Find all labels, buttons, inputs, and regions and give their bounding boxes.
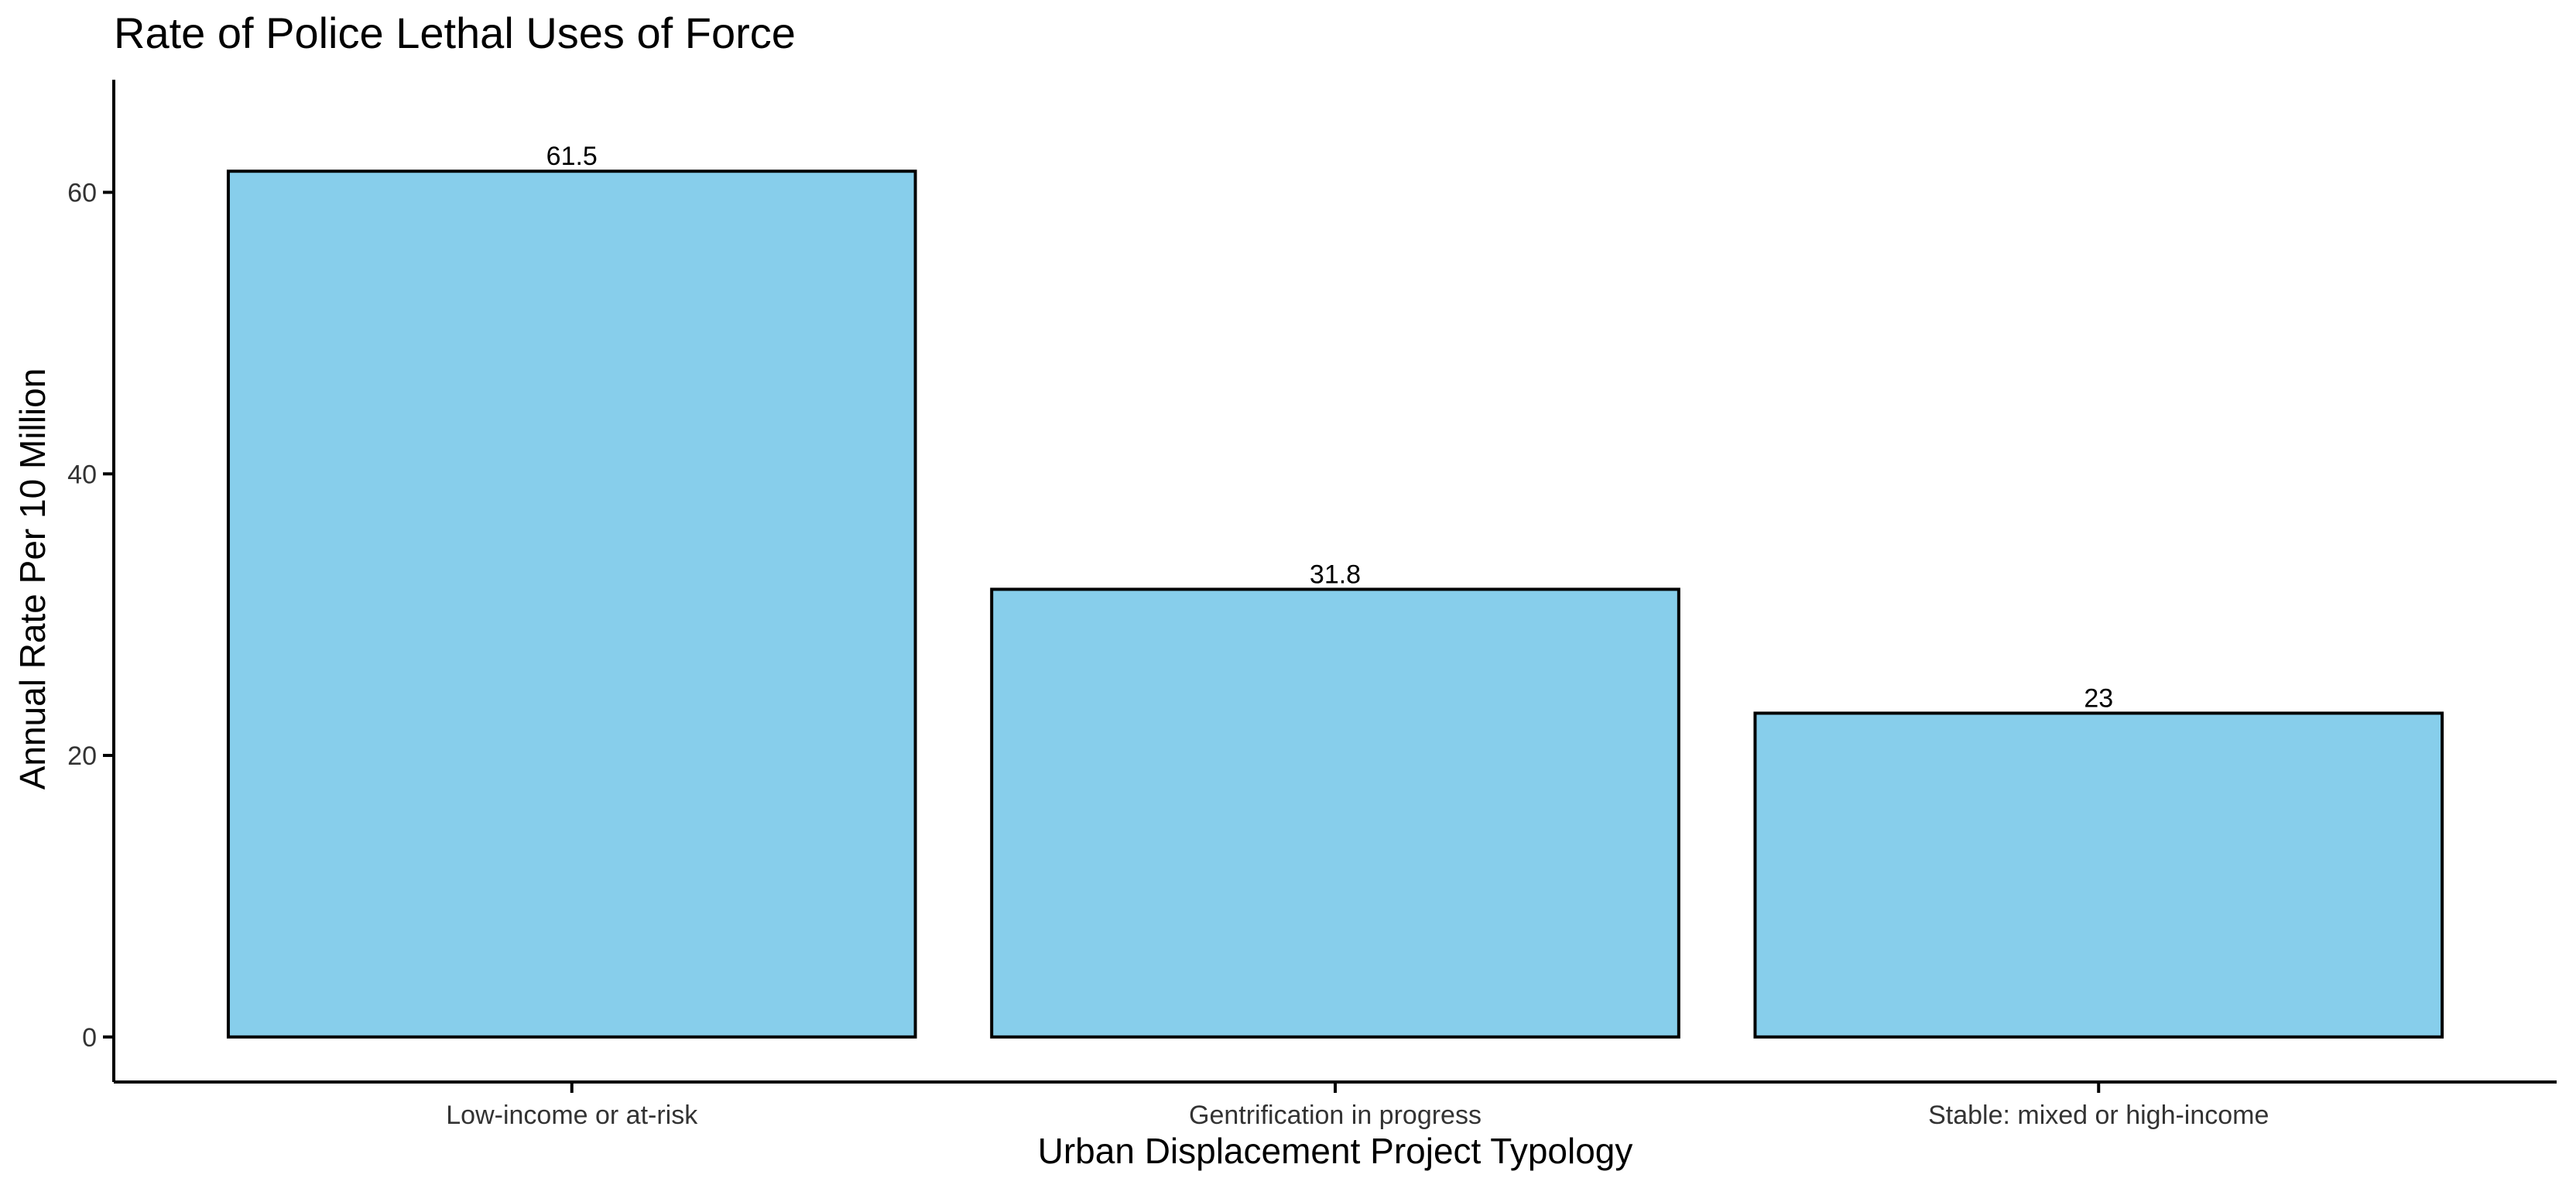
x-axis: Low-income or at-risk Gentrification in p…	[114, 1080, 2557, 1130]
bar-value-label: 61.5	[546, 142, 598, 171]
x-tick-label: Gentrification in progress	[1189, 1101, 1482, 1130]
y-axis-title: Annual Rate Per 10 Million	[12, 368, 53, 790]
x-axis-title: Urban Displacement Project Typology	[1038, 1131, 1633, 1171]
y-tick-label: 40	[67, 460, 97, 489]
data-labels-layer: 61.5 31.8 23	[546, 142, 2114, 713]
bars-layer	[226, 169, 2444, 1039]
x-tick-label: Low-income or at-risk	[446, 1101, 698, 1130]
bar	[1753, 711, 2444, 1039]
chart-title: Rate of Police Lethal Uses of Force	[114, 9, 796, 57]
y-tick-label: 60	[67, 179, 97, 208]
x-tick-label: Stable: mixed or high-income	[1928, 1101, 2269, 1130]
bar	[226, 169, 917, 1039]
y-tick-label: 20	[67, 741, 97, 771]
y-axis: 0 20 40 60	[67, 80, 115, 1082]
bar-value-label: 23	[2084, 683, 2113, 713]
bar-value-label: 31.8	[1310, 560, 1361, 589]
y-tick-label: 0	[82, 1023, 97, 1053]
bar	[990, 587, 1680, 1039]
